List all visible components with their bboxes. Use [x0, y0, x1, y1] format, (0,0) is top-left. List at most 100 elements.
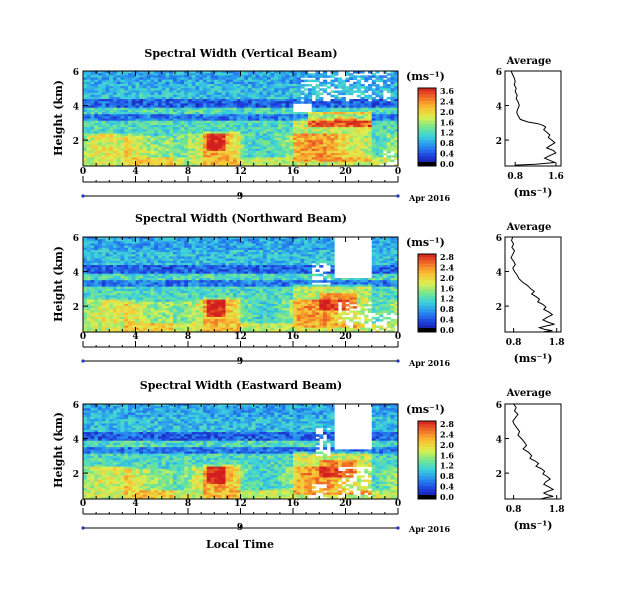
heatmap-cell [199, 105, 204, 109]
heatmap-cell [236, 101, 241, 104]
heatmap-cell [143, 137, 148, 141]
heatmap-cell [176, 269, 181, 272]
heatmap-cell [300, 116, 305, 119]
heatmap-cell [195, 107, 200, 111]
heatmap-cell [184, 310, 189, 313]
heatmap-cell [124, 157, 129, 160]
heatmap-cell [94, 129, 99, 132]
heatmap-cell [154, 153, 159, 156]
heatmap-cell [315, 157, 320, 160]
heatmap-cell [98, 290, 103, 294]
heatmap-cell [98, 273, 103, 277]
heatmap-cell [240, 140, 245, 143]
colorbar-unit-label: (ms⁻¹) [406, 70, 445, 83]
heatmap-cell [165, 267, 170, 270]
heatmap-cell [86, 88, 91, 91]
heatmap-cell [338, 114, 343, 117]
heatmap-cell [94, 249, 99, 253]
heatmap-cell [161, 321, 166, 324]
heatmap-cell [251, 120, 256, 124]
heatmap-cell [98, 77, 103, 81]
heatmap-cell [173, 105, 178, 109]
heatmap-cell [98, 275, 103, 279]
heatmap-cell [98, 120, 103, 124]
heatmap-cell [90, 290, 95, 294]
heatmap-cell [323, 148, 328, 152]
heatmap-cell [128, 150, 133, 154]
heatmap-cell [101, 153, 106, 156]
heatmap-cell [353, 142, 358, 145]
heatmap-cell [169, 314, 174, 318]
heatmap-cell [101, 319, 106, 322]
heatmap-cell [120, 73, 125, 76]
heatmap-cell [289, 159, 294, 163]
heatmap-cell [184, 267, 189, 270]
heatmap-cell [334, 71, 339, 74]
heatmap-cell [263, 155, 268, 158]
colorbar-frame [417, 87, 437, 167]
heatmap-cell [83, 159, 88, 163]
heatmap-cell [368, 163, 373, 167]
heatmap-cell [251, 112, 256, 115]
heatmap-cell [233, 135, 238, 139]
heatmap-cell [116, 286, 121, 290]
heatmap-cell [206, 116, 211, 119]
heatmap-cell [83, 306, 88, 309]
heatmap-cell [375, 140, 380, 143]
heatmap-cell [101, 148, 106, 152]
heatmap-cell [113, 120, 118, 124]
heatmap-cell [311, 109, 316, 113]
heatmap-cell [289, 73, 294, 76]
heatmap-cell [364, 122, 369, 126]
heatmap-cell [240, 105, 245, 109]
heatmap-cell [191, 267, 196, 270]
heatmap-cell [90, 118, 95, 122]
heatmap-cell [124, 258, 129, 262]
heatmap-cell [191, 137, 196, 141]
colorbar-swatch [418, 101, 436, 105]
heatmap-cell [161, 116, 166, 119]
heatmap-cell [293, 157, 298, 160]
heatmap-cell [143, 127, 148, 130]
heatmap-cell [90, 163, 95, 167]
heatmap-cell [165, 103, 170, 106]
heatmap-cell [86, 247, 91, 251]
heatmap-cell [304, 94, 309, 98]
heatmap-cell [188, 310, 193, 313]
heatmap-cell [188, 83, 193, 87]
heatmap-cell [176, 316, 181, 320]
heatmap-cell [143, 297, 148, 301]
heatmap-cell [184, 99, 189, 102]
heatmap-cell [105, 262, 110, 266]
heatmap-cell [109, 288, 114, 292]
colorbar: 3.62.42.01.61.20.80.40.0 [417, 86, 454, 169]
heatmap-cell [180, 288, 185, 292]
heatmap-cell [139, 243, 144, 247]
heatmap-cell [289, 135, 294, 139]
heatmap-cell [188, 131, 193, 135]
heatmap-cell [203, 75, 208, 78]
heatmap-cell [330, 127, 335, 130]
heatmap-cell [120, 90, 125, 93]
heatmap-cell [199, 150, 204, 154]
heatmap-cell [135, 86, 140, 89]
heatmap-cell [229, 131, 234, 135]
heatmap-cell [101, 241, 106, 244]
heatmap-cell [383, 81, 388, 85]
heatmap-cell [251, 135, 256, 139]
heatmap-cell [150, 260, 155, 264]
heatmap-cell [83, 299, 88, 303]
heatmap-cell [255, 103, 260, 106]
heatmap-cell [173, 116, 178, 119]
heatmap-cell [244, 90, 249, 93]
heatmap-cell [124, 75, 129, 78]
heatmap-cell [98, 267, 103, 270]
heatmap-cell [206, 135, 211, 139]
heatmap-cell [150, 83, 155, 87]
heatmap-cell [360, 105, 365, 109]
heatmap-cell [270, 79, 275, 83]
heatmap-cell [270, 137, 275, 141]
heatmap-cell [113, 103, 118, 106]
heatmap-cell [94, 96, 99, 100]
heatmap-cell [225, 94, 230, 98]
